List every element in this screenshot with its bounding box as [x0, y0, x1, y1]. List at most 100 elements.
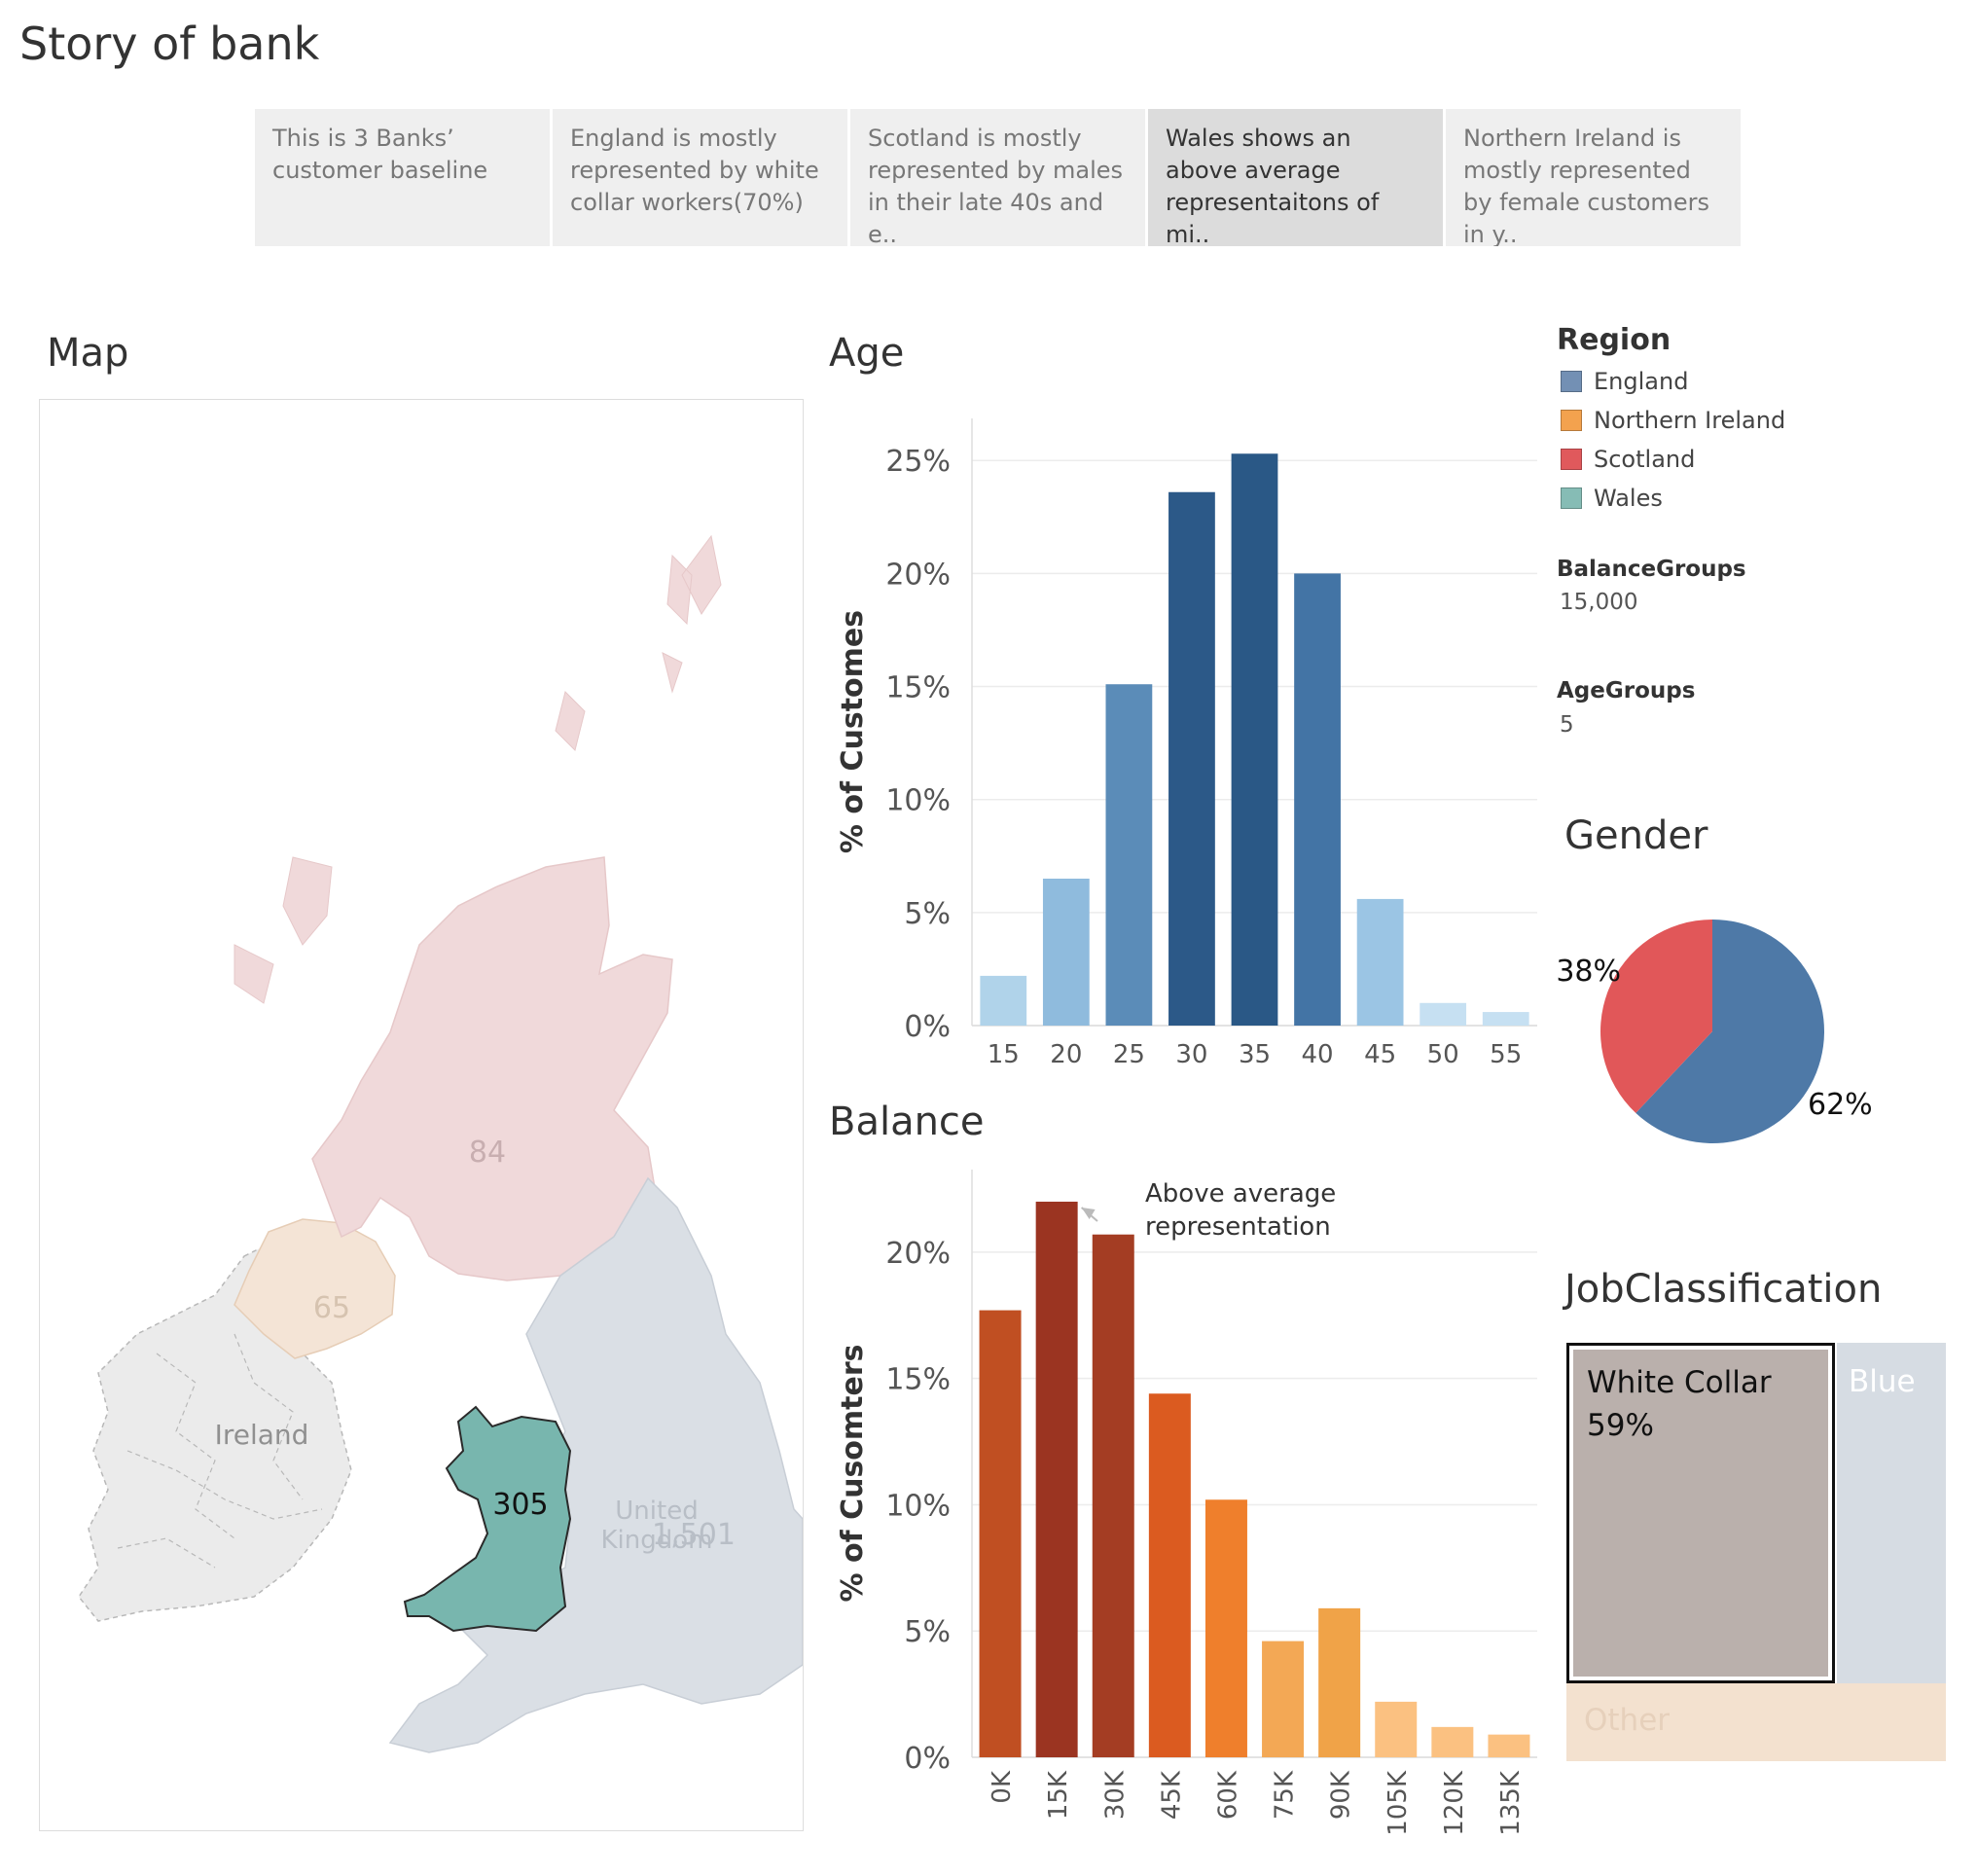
balance-bar-15k[interactable]	[1035, 1201, 1078, 1757]
balance-bar-75k[interactable]	[1262, 1641, 1305, 1757]
balance-xtick-label: 75K	[1271, 1770, 1300, 1820]
map-label-ireland: Ireland	[215, 1419, 309, 1451]
legend-item-northern-ireland[interactable]: Northern Ireland	[1561, 407, 1785, 436]
legend-label-northern-ireland: Northern Ireland	[1594, 407, 1786, 434]
age-ytick-label: 25%	[885, 445, 951, 479]
balance-groups-value[interactable]: 15,000	[1560, 590, 1638, 615]
age-ytick-label: 15%	[885, 671, 951, 705]
age-bar-30[interactable]	[1168, 491, 1215, 1026]
balance-bar-60k[interactable]	[1204, 1499, 1247, 1757]
legend-title: Region	[1557, 323, 1671, 357]
age-y-axis-label: % of Customes	[836, 610, 870, 853]
balance-bar-105k[interactable]	[1375, 1701, 1418, 1757]
balance-xtick-label: 0K	[988, 1770, 1017, 1804]
age-xtick-label: 25	[1113, 1040, 1145, 1069]
age-bar-35[interactable]	[1231, 453, 1278, 1026]
gender-chart-title: Gender	[1564, 813, 1708, 858]
balance-xtick-label: 60K	[1213, 1770, 1242, 1820]
age-xtick-label: 30	[1175, 1040, 1207, 1069]
map-region-scotland[interactable]	[311, 856, 673, 1281]
legend-item-wales[interactable]: Wales	[1561, 485, 1663, 514]
age-bar-15[interactable]	[980, 975, 1027, 1026]
balance-bar-135k[interactable]	[1488, 1734, 1530, 1757]
age-xtick-label: 40	[1302, 1040, 1334, 1069]
gender-pie-label-1: 62%	[1808, 1088, 1873, 1122]
treemap-cell-other[interactable]: Other	[1566, 1683, 1946, 1761]
story-navigator: This is 3 Banks’ customer baseline Engla…	[255, 109, 1741, 246]
balance-xtick-label: 90K	[1327, 1770, 1356, 1820]
age-bar-55[interactable]	[1482, 1012, 1529, 1026]
age-bar-45[interactable]	[1356, 898, 1404, 1026]
balance-bar-30k[interactable]	[1092, 1234, 1134, 1757]
age-chart-title: Age	[829, 331, 905, 376]
balance-annotation-line1: Above average	[1145, 1179, 1336, 1209]
age-bar-25[interactable]	[1105, 684, 1153, 1026]
balance-annotation-line2: representation	[1145, 1212, 1331, 1242]
balance-xtick-label: 135K	[1496, 1770, 1526, 1836]
balance-ytick-label: 15%	[885, 1363, 951, 1397]
story-point-1[interactable]: This is 3 Banks’ customer baseline	[255, 109, 550, 246]
legend-item-scotland[interactable]: Scotland	[1561, 446, 1695, 475]
legend-swatch-england	[1561, 371, 1582, 392]
map-region-wales[interactable]	[403, 1405, 572, 1633]
map-view[interactable]: 84 65 Ireland 305 United Kingdom 1,501	[39, 399, 804, 1831]
gender-chart: 62% 38%	[1556, 920, 1873, 1143]
balance-chart: 0% 5% 10% 15% 20% % of Cusomters 0K 15K 30K 45K 60…	[836, 1170, 1537, 1836]
age-ytick-label: 0%	[904, 1010, 951, 1044]
story-point-3[interactable]: Scotland is mostly represented by males …	[850, 109, 1145, 246]
balance-xtick-label: 30K	[1100, 1770, 1130, 1820]
map-county-borders	[117, 1333, 323, 1569]
map-title: Map	[47, 331, 129, 376]
job-chart-title: JobClassification	[1564, 1267, 1883, 1312]
gender-pie-slice-2[interactable]	[1600, 920, 1712, 1113]
story-point-2[interactable]: England is mostly represented by white c…	[553, 109, 847, 246]
age-xtick-label: 50	[1427, 1040, 1459, 1069]
gender-pie-label-2: 38%	[1556, 955, 1621, 989]
legend-swatch-northern-ireland	[1561, 410, 1582, 431]
age-ytick-label: 10%	[885, 784, 951, 818]
balance-chart-title: Balance	[829, 1100, 985, 1144]
treemap-cell-white-collar[interactable]: White Collar 59%	[1566, 1343, 1835, 1683]
story-point-5[interactable]: Northern Ireland is mostly represented b…	[1446, 109, 1741, 246]
balance-ytick-label: 0%	[904, 1742, 951, 1776]
legend-label-scotland: Scotland	[1594, 446, 1696, 473]
map-label-wales: 305	[492, 1488, 548, 1522]
balance-ytick-label: 20%	[885, 1237, 951, 1271]
legend-swatch-scotland	[1561, 449, 1582, 470]
age-xtick-label: 55	[1490, 1040, 1522, 1069]
age-chart: 0% 5% 10% 15% 20% 25% % of Customes 15 20 25 30 35 4…	[836, 418, 1537, 1069]
map-label-united: United	[615, 1497, 698, 1526]
age-bar-40[interactable]	[1294, 573, 1341, 1026]
age-groups-value[interactable]: 5	[1560, 712, 1574, 738]
legend-item-england[interactable]: England	[1561, 368, 1688, 397]
map-scottish-islands	[234, 534, 722, 1004]
legend-swatch-wales	[1561, 487, 1582, 509]
treemap-cell-blue[interactable]: Blue	[1837, 1343, 1946, 1683]
balance-xtick-label: 120K	[1440, 1770, 1469, 1836]
gender-pie-slice-1[interactable]	[1636, 920, 1824, 1143]
legend-label-england: England	[1594, 368, 1689, 395]
story-point-4[interactable]: Wales shows an above average representai…	[1148, 109, 1443, 246]
age-bar-50[interactable]	[1420, 1002, 1467, 1026]
balance-ytick-label: 5%	[904, 1615, 951, 1649]
age-ytick-label: 5%	[904, 897, 951, 931]
map-label-kingdom: Kingdom	[601, 1526, 713, 1555]
map-label-scotland: 84	[469, 1136, 506, 1170]
balance-bar-45k[interactable]	[1148, 1393, 1191, 1757]
map-label-england: 1,501	[652, 1518, 736, 1552]
balance-xtick-label: 105K	[1384, 1770, 1413, 1836]
age-bar-20[interactable]	[1042, 879, 1090, 1026]
treemap-value-white-collar: 59%	[1587, 1408, 1654, 1443]
balance-xtick-label: 15K	[1044, 1770, 1073, 1820]
age-xtick-label: 35	[1239, 1040, 1271, 1069]
job-treemap: Blue Other White Collar 59%	[1566, 1343, 1946, 1761]
balance-annotation-arrowhead	[1081, 1207, 1096, 1219]
balance-bar-120k[interactable]	[1431, 1726, 1474, 1757]
treemap-label-blue: Blue	[1849, 1364, 1916, 1399]
page-title: Story of bank	[19, 18, 320, 70]
treemap-label-white-collar: White Collar	[1587, 1365, 1772, 1400]
balance-bar-0k[interactable]	[979, 1310, 1022, 1757]
age-xtick-label: 15	[988, 1040, 1020, 1069]
balance-bar-90k[interactable]	[1318, 1607, 1361, 1757]
balance-ytick-label: 10%	[885, 1489, 951, 1523]
